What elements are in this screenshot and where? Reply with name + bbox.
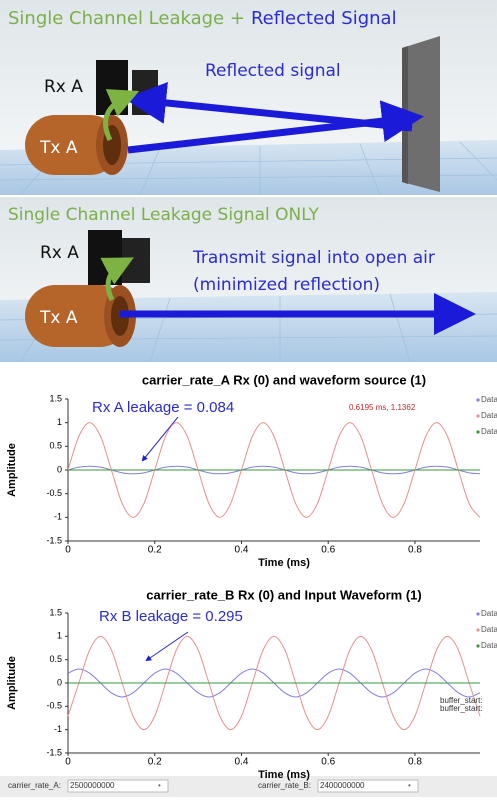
legend-label: Data 1 bbox=[481, 411, 497, 420]
legend-marker bbox=[476, 628, 480, 632]
data-line bbox=[67, 635, 481, 731]
signal-label: Reflected signal bbox=[205, 61, 341, 81]
x-tick-label: 0.8 bbox=[408, 757, 422, 768]
chart-area bbox=[0, 362, 497, 776]
legend-marker bbox=[476, 644, 480, 648]
status-label: carrier_rate_A: bbox=[8, 781, 61, 790]
annotation-arrow bbox=[141, 416, 179, 462]
legend-marker bbox=[476, 414, 480, 418]
x-axis-label: Time (ms) bbox=[258, 557, 310, 569]
transmit-arrow bbox=[127, 100, 424, 154]
y-axis-label: Amplitude bbox=[6, 656, 18, 710]
x-tick-label: 0.8 bbox=[408, 545, 422, 556]
y-tick-label: 0.5 bbox=[49, 441, 62, 451]
leakage-arrow bbox=[103, 89, 140, 142]
annotation: buffer_start: bbox=[440, 696, 483, 705]
annotation: Rx B leakage = 0.295 bbox=[99, 608, 243, 625]
y-tick-label: 1.5 bbox=[49, 607, 62, 617]
panel-title: Single Channel Leakage + Reflected Signal bbox=[8, 8, 397, 29]
tx-label: Tx A bbox=[39, 308, 78, 328]
y-tick-label: 1 bbox=[57, 417, 62, 427]
y-tick-label: -1.5 bbox=[46, 747, 62, 757]
x-tick-label: 0.2 bbox=[148, 757, 162, 768]
y-tick-label: -1 bbox=[54, 724, 62, 734]
leakage-arrow bbox=[100, 257, 134, 302]
x-tick-label: 0.6 bbox=[321, 545, 335, 556]
annotation-arrow bbox=[145, 631, 189, 662]
data-line bbox=[67, 465, 481, 475]
panel-title: Single Channel Leakage Signal ONLY bbox=[8, 205, 319, 225]
rx-label: Rx A bbox=[40, 243, 79, 263]
panel-2: Single Channel Leakage Signal ONLY Rx A … bbox=[0, 197, 497, 363]
status-value: 2500000000 bbox=[70, 781, 115, 790]
legend-label: Data 1 bbox=[481, 625, 497, 634]
x-tick-label: 0.4 bbox=[235, 757, 249, 768]
y-tick-label: -1 bbox=[54, 512, 62, 522]
panel-1: Single Channel Leakage + Reflected Signal… bbox=[0, 0, 497, 196]
x-axis-label: Time (ms) bbox=[258, 769, 310, 781]
floor-grid bbox=[0, 141, 497, 196]
legend-marker bbox=[476, 398, 480, 402]
status-label: carrier_rate_B: bbox=[258, 781, 311, 790]
annotation: buffer_start: bbox=[440, 704, 483, 713]
spin-control: • bbox=[408, 781, 411, 790]
data-line bbox=[67, 422, 481, 518]
status-input bbox=[67, 779, 169, 793]
y-tick-label: -0.5 bbox=[46, 701, 62, 711]
tx-cylinder bbox=[25, 285, 130, 347]
x-tick-label: 0 bbox=[65, 545, 71, 556]
rx-label: Rx A bbox=[44, 77, 83, 97]
y-axis-label: Amplitude bbox=[6, 443, 18, 497]
rx-box bbox=[122, 238, 150, 283]
tx-label: Tx A bbox=[39, 138, 78, 158]
x-tick-label: 0.4 bbox=[235, 545, 249, 556]
annotation: 0.6195 ms, 1.1362 bbox=[349, 403, 416, 412]
legend-label: Data 2 bbox=[481, 641, 497, 650]
legend-marker bbox=[476, 612, 480, 616]
chart-title: carrier_rate_A Rx (0) and waveform sourc… bbox=[142, 372, 426, 387]
rx-box bbox=[88, 230, 122, 285]
tx-cylinder bbox=[25, 115, 120, 175]
legend-marker bbox=[476, 430, 480, 434]
y-tick-label: 0.5 bbox=[49, 654, 62, 664]
y-tick-label: -1.5 bbox=[46, 535, 62, 545]
legend-label: Data 2 bbox=[481, 427, 497, 436]
chart-title: carrier_rate_B Rx (0) and Input Waveform… bbox=[146, 587, 421, 602]
status-input bbox=[317, 779, 419, 793]
y-tick-label: 0 bbox=[57, 464, 62, 474]
x-tick-label: 0 bbox=[65, 757, 71, 768]
y-tick-label: 1.5 bbox=[49, 393, 62, 403]
spin-control: • bbox=[158, 781, 161, 790]
legend-label: Data 0 bbox=[481, 395, 497, 404]
y-tick-label: 0 bbox=[57, 677, 62, 687]
status-value: 2400000000 bbox=[320, 781, 365, 790]
signal-label: (minimized reflection) bbox=[193, 275, 380, 295]
signal-label: Transmit signal into open air bbox=[192, 248, 435, 268]
x-tick-label: 0.6 bbox=[321, 757, 335, 768]
annotation: Rx A leakage = 0.084 bbox=[92, 399, 234, 416]
y-tick-label: 1 bbox=[57, 631, 62, 641]
y-tick-label: -0.5 bbox=[46, 488, 62, 498]
x-tick-label: 0.2 bbox=[148, 545, 162, 556]
rx-box bbox=[132, 70, 158, 115]
legend-label: Data 0 bbox=[481, 609, 497, 618]
